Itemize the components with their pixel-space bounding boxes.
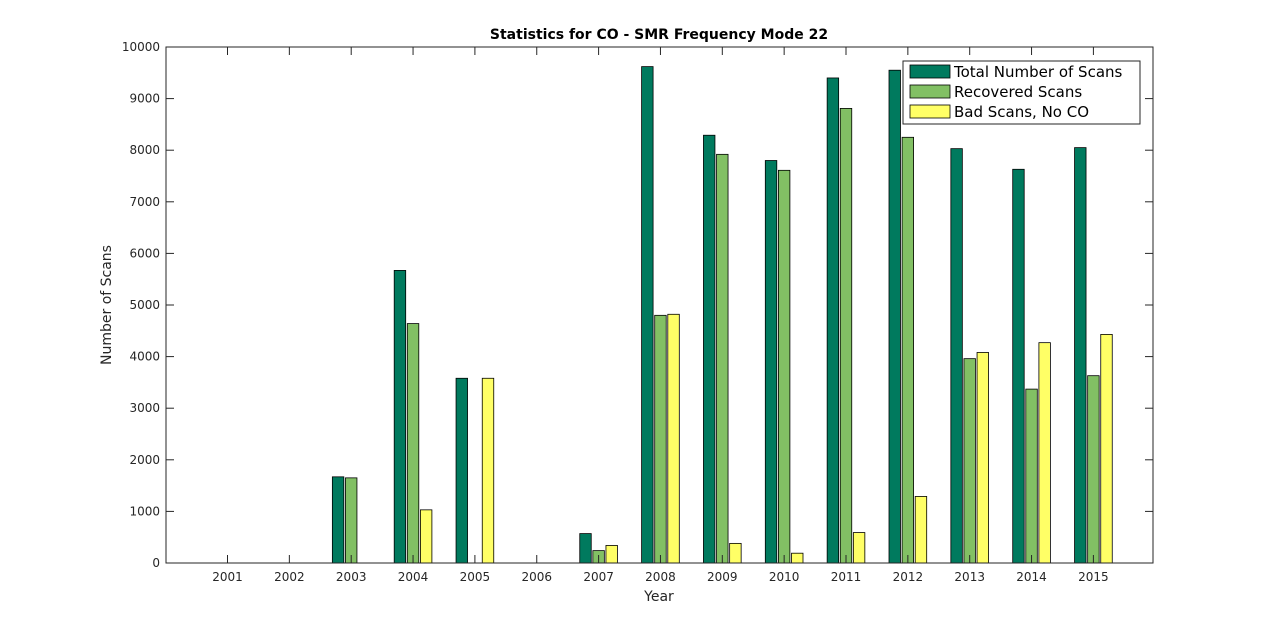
x-tick-label: 2001 [212, 570, 243, 584]
bar-total-number-of-scans-2004 [393, 270, 407, 564]
bar-bad-scans-no-co-2012 [914, 496, 928, 564]
y-tick-label: 5000 [129, 298, 160, 312]
bar-recovered-scans-2010 [778, 169, 791, 564]
bar-bad-scans-no-co-2008 [667, 313, 680, 564]
bar-recovered-scans-2015 [1087, 375, 1100, 564]
x-tick-label: 2007 [583, 570, 614, 584]
y-tick-label: 3000 [129, 401, 160, 415]
bar-bad-scans-no-co-2013 [976, 352, 989, 564]
legend-label: Recovered Scans [954, 83, 1082, 101]
legend-swatch [909, 84, 951, 99]
bar-total-number-of-scans-2005 [455, 377, 468, 564]
legend-label: Total Number of Scans [953, 63, 1123, 81]
bar-recovered-scans-2009 [716, 153, 729, 564]
bar-bad-scans-no-co-2010 [791, 552, 804, 564]
x-tick-label: 2005 [460, 570, 491, 584]
bar-recovered-scans-2003 [345, 477, 358, 564]
bar-recovered-scans-2013 [963, 358, 976, 564]
x-tick-label: 2014 [1016, 570, 1047, 584]
bar-total-number-of-scans-2010 [764, 160, 778, 564]
y-tick-label: 10000 [122, 40, 160, 54]
bar-total-number-of-scans-2003 [331, 476, 345, 564]
y-tick-label: 2000 [129, 453, 160, 467]
bar-total-number-of-scans-2015 [1074, 147, 1087, 564]
x-tick-label: 2002 [274, 570, 305, 584]
bar-recovered-scans-2014 [1025, 388, 1038, 564]
legend-label: Bad Scans, No CO [954, 103, 1089, 121]
x-tick-label: 2011 [831, 570, 862, 584]
x-tick-label: 2010 [769, 570, 800, 584]
x-tick-label: 2008 [645, 570, 676, 584]
y-tick-label: 9000 [129, 92, 160, 106]
chart-title: Statistics for CO - SMR Frequency Mode 2… [490, 27, 828, 43]
x-tick-label: 2015 [1078, 570, 1109, 584]
x-axis-title: Year [643, 589, 674, 605]
y-tick-label: 0 [152, 556, 160, 570]
bar-total-number-of-scans-2013 [950, 148, 963, 564]
x-tick-label: 2006 [521, 570, 552, 584]
bar-total-number-of-scans-2007 [579, 533, 592, 564]
y-tick-label: 4000 [129, 350, 160, 364]
bar-total-number-of-scans-2011 [826, 77, 840, 564]
legend-swatch [909, 104, 951, 119]
y-tick-label: 7000 [129, 195, 160, 209]
x-tick-label: 2009 [707, 570, 738, 584]
x-tick-label: 2012 [893, 570, 924, 584]
bar-recovered-scans-2011 [839, 108, 853, 564]
bar-bad-scans-no-co-2007 [605, 545, 618, 564]
bar-total-number-of-scans-2014 [1012, 168, 1025, 564]
bar-recovered-scans-2004 [406, 323, 420, 564]
y-axis-title: Number of Scans [99, 245, 115, 365]
bar-bad-scans-no-co-2014 [1038, 342, 1051, 564]
bar-bad-scans-no-co-2011 [852, 532, 866, 564]
x-tick-label: 2013 [954, 570, 985, 584]
x-tick-label: 2003 [336, 570, 367, 584]
bar-total-number-of-scans-2012 [888, 69, 901, 564]
legend-swatch [909, 64, 951, 79]
bar-bad-scans-no-co-2005 [481, 377, 495, 564]
y-tick-label: 8000 [129, 143, 160, 157]
y-tick-label: 6000 [129, 246, 160, 260]
bar-total-number-of-scans-2008 [641, 66, 654, 564]
x-tick-label: 2004 [398, 570, 429, 584]
bar-recovered-scans-2012 [901, 136, 914, 564]
bar-total-number-of-scans-2009 [703, 134, 716, 564]
bar-recovered-scans-2008 [654, 314, 667, 564]
bars-group [331, 66, 1113, 564]
bar-bad-scans-no-co-2015 [1100, 334, 1113, 564]
bar-bad-scans-no-co-2009 [729, 542, 742, 564]
legend: Total Number of Scans Recovered Scans Bad … [902, 60, 1141, 125]
bar-bad-scans-no-co-2004 [419, 509, 433, 564]
y-tick-label: 1000 [129, 504, 160, 518]
axes-group: 0 1000 2000 3000 4000 5000 6000 7000 8000 9000 100… [122, 40, 1154, 584]
